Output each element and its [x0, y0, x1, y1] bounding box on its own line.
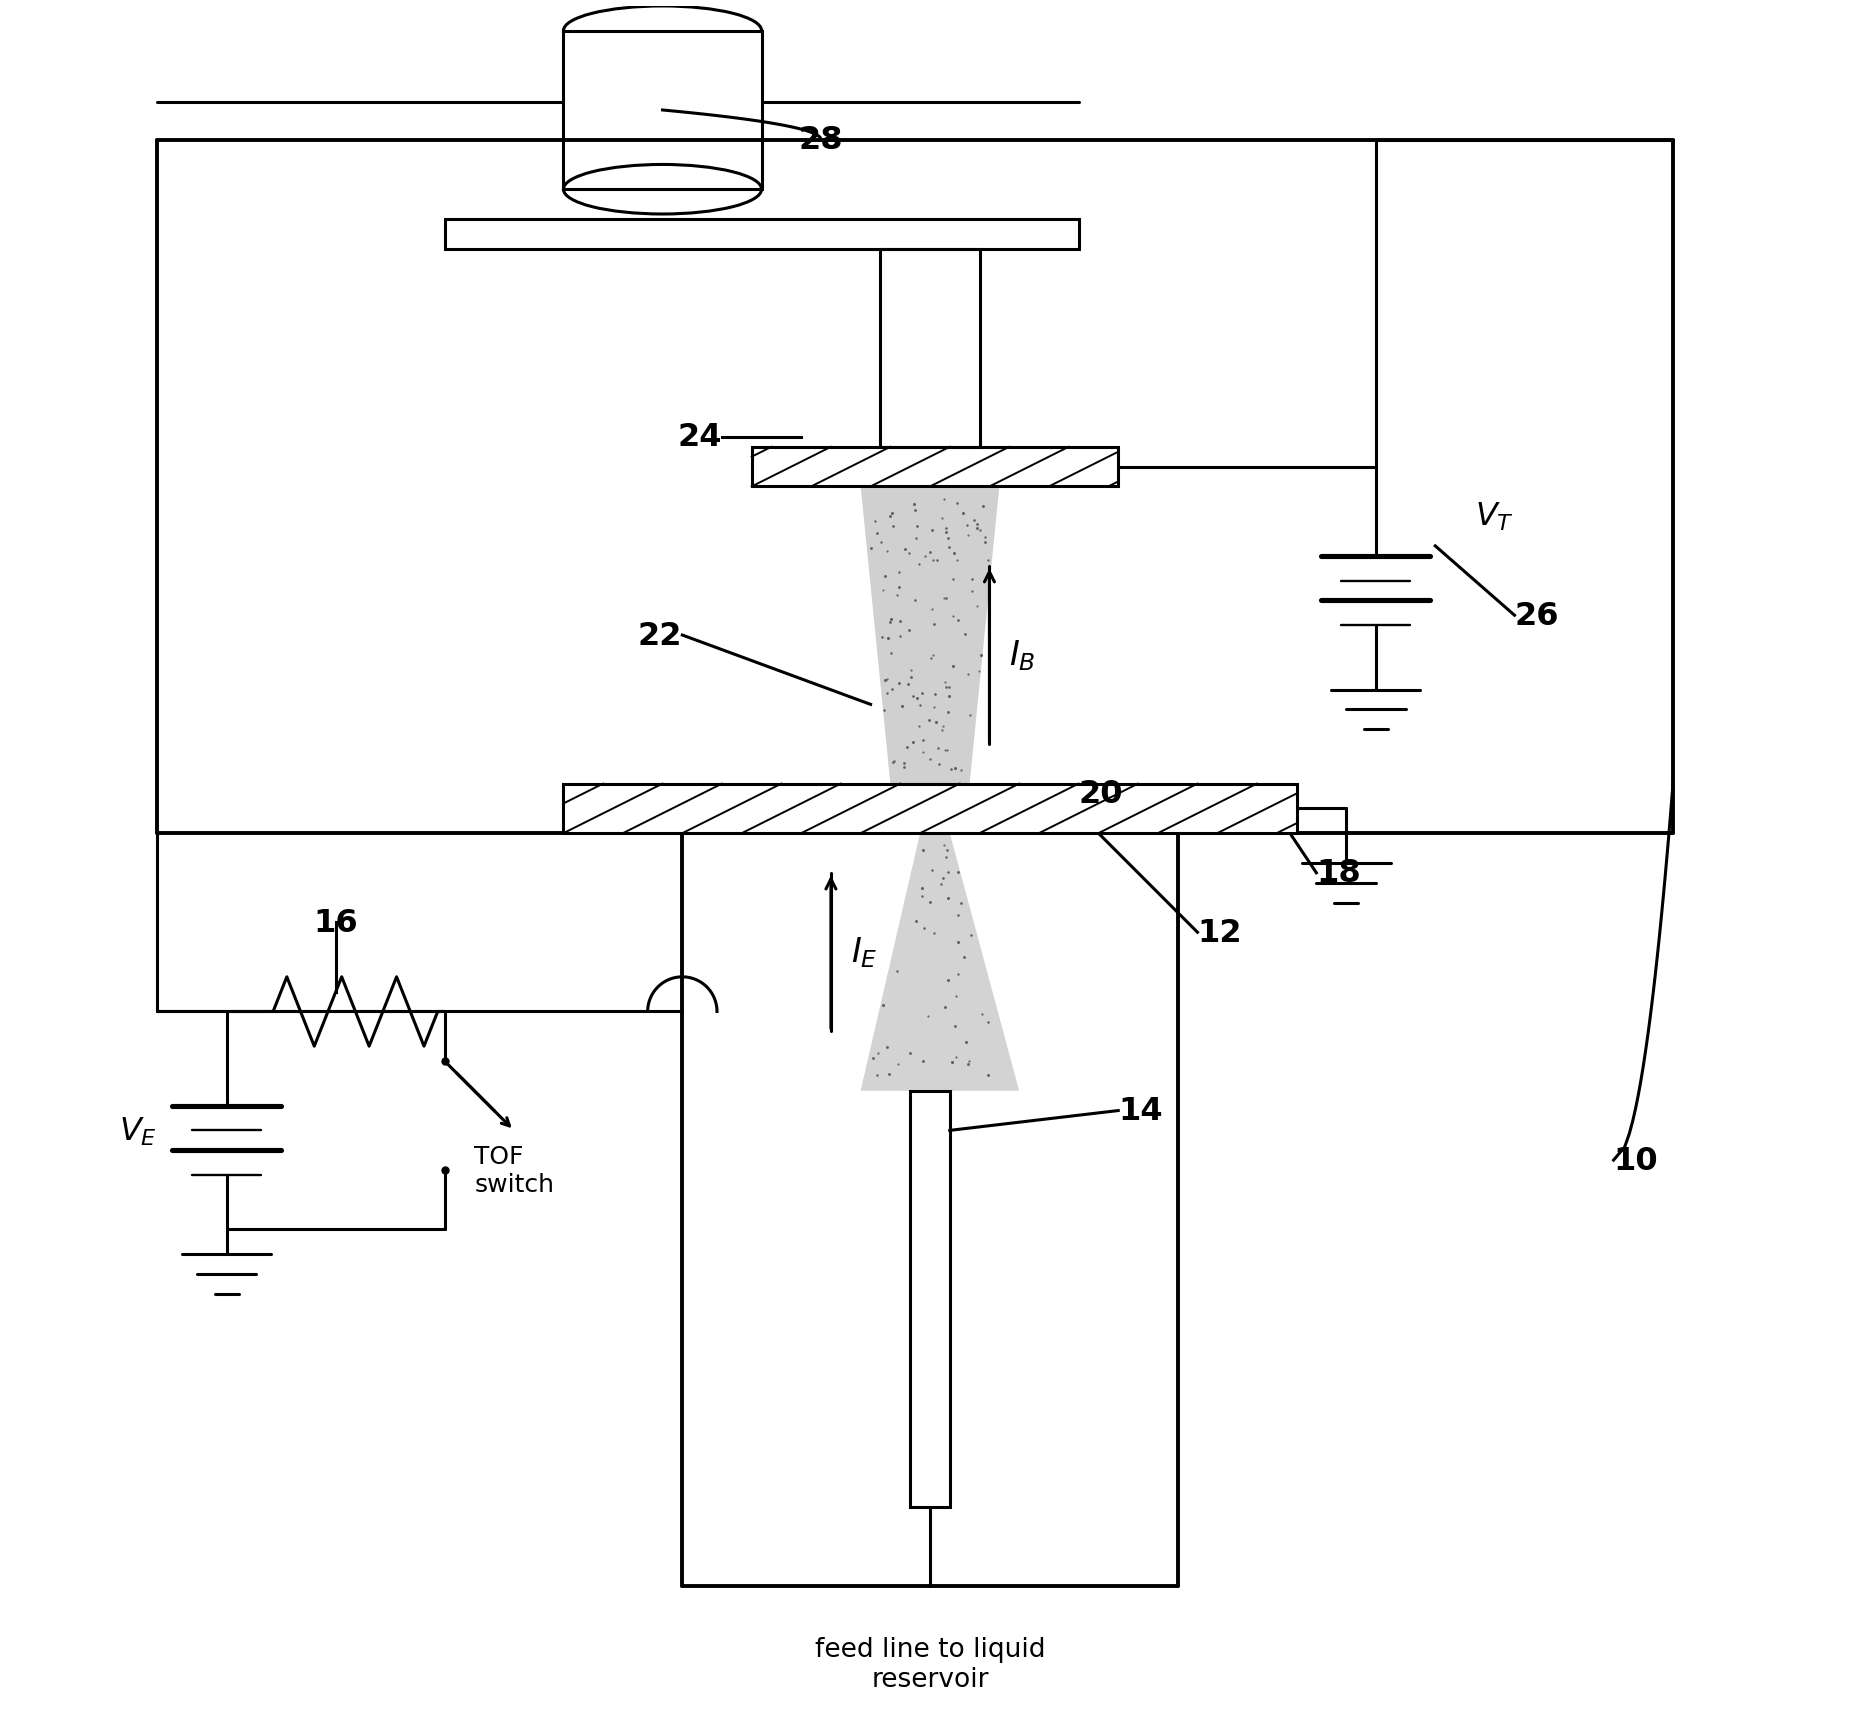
Bar	[564, 31, 761, 190]
Text: $I_B$: $I_B$	[1010, 638, 1036, 674]
Text: 16: 16	[312, 907, 357, 938]
Text: $V_E$: $V_E$	[119, 1114, 158, 1147]
Text: 18: 18	[1317, 857, 1362, 890]
Text: feed line to liquid
reservoir: feed line to liquid reservoir	[815, 1635, 1045, 1692]
Text: 12: 12	[1198, 917, 1242, 948]
Text: 26: 26	[1514, 600, 1559, 631]
Text: $V_T$: $V_T$	[1475, 500, 1514, 533]
Text: 28: 28	[798, 125, 843, 156]
Polygon shape	[861, 487, 999, 785]
Bar	[880, 250, 980, 447]
Text: 22: 22	[638, 620, 683, 651]
Text: 20: 20	[1079, 778, 1123, 809]
Text: 14: 14	[1118, 1095, 1162, 1126]
Bar	[445, 219, 1079, 250]
Bar	[564, 785, 1296, 833]
Bar	[751, 447, 1118, 487]
Text: $I_E$: $I_E$	[850, 936, 878, 970]
Bar	[910, 1092, 950, 1507]
Polygon shape	[861, 833, 1019, 1092]
Text: 24: 24	[677, 422, 722, 452]
Text: 10: 10	[1614, 1145, 1659, 1176]
Text: TOF
switch: TOF switch	[474, 1145, 554, 1196]
